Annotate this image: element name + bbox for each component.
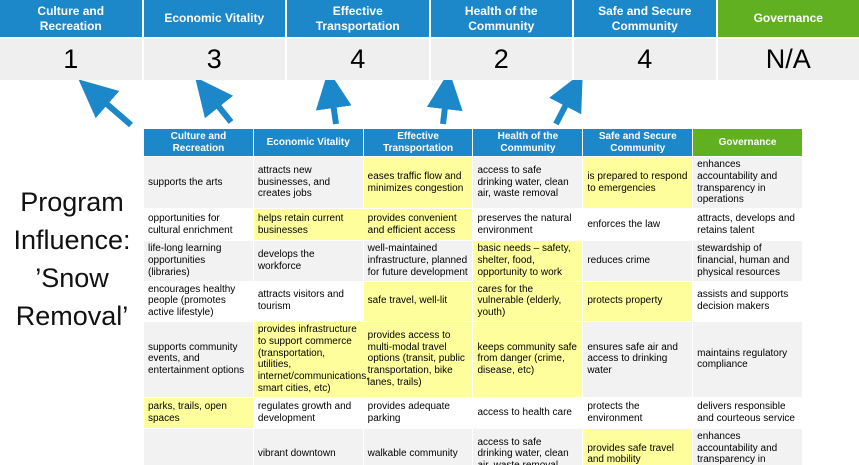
matrix-cell-r2-safe-and-secure-community: enforces the law	[582, 208, 694, 242]
matrix-cell-r6-safe-and-secure-community: protects the environment	[582, 396, 694, 429]
up-right-arrow-icon	[549, 80, 583, 126]
matrix-cell-r7-culture-and-recreation	[143, 427, 254, 465]
matrix-cell-r5-governance: maintains regulatory compliance	[692, 320, 803, 398]
matrix-cell-r3-governance: stewardship of financial, human and phys…	[692, 240, 803, 282]
matrix-row-1: supports the arts attracts new businesses…	[143, 155, 803, 210]
matrix-cell-r3-effective-transportation: well-maintained infrastructure, planned …	[362, 240, 474, 282]
program-influence-label: Program Influence: ’Snow Removal’	[13, 187, 131, 331]
matrix-cell-r6-effective-transportation: provides adequate parking	[362, 396, 474, 429]
scoreboard-header-row: Culture and Recreation Economic Vitality E…	[0, 0, 859, 37]
matrix-column-header-governance: Governance	[692, 128, 803, 157]
influence-matrix: Culture and Recreation Economic Vitality E…	[143, 128, 803, 465]
matrix-cell-r2-culture-and-recreation: opportunities for cultural enrichment	[143, 208, 254, 242]
matrix-cell-r4-effective-transportation: safe travel, well-lit	[362, 280, 474, 322]
matrix-cell-r1-health-of-the-community: access to safe drinking water, clean air…	[472, 155, 584, 210]
matrix-cell-r4-safe-and-secure-community: protects property	[582, 280, 694, 322]
matrix-cell-r4-health-of-the-community: cares for the vulnerable (elderly, youth…	[472, 280, 584, 322]
matrix-cell-r6-economic-vitality: regulates growth and development	[252, 396, 364, 429]
matrix-cell-r7-economic-vitality: vibrant downtown	[252, 427, 364, 465]
scoreboard-header-culture-and-recreation: Culture and Recreation	[0, 0, 144, 37]
up-arrow-icon	[426, 80, 463, 125]
matrix-cell-r4-economic-vitality: attracts visitors and tourism	[252, 280, 364, 322]
matrix-cell-r2-effective-transportation: provides convenient and efficient access	[362, 208, 474, 242]
matrix-cell-r7-governance: enhances accountability and transparency…	[692, 427, 803, 465]
scoreboard-header-safe-and-secure-community: Safe and Secure Community	[574, 0, 718, 37]
matrix-cell-r7-health-of-the-community: access to safe drinking water, clean air…	[472, 427, 584, 465]
scoreboard-header-health-of-the-community: Health of the Community	[430, 0, 574, 37]
matrix-cell-r6-health-of-the-community: access to health care	[472, 396, 584, 429]
matrix-cell-r2-economic-vitality: helps retain current businesses	[252, 208, 364, 242]
matrix-cell-r6-culture-and-recreation: parks, trails, open spaces	[143, 396, 254, 429]
matrix-row-2: opportunities for cultural enrichment hel…	[143, 208, 803, 242]
up-arrow-icon	[315, 80, 352, 125]
matrix-cell-r3-culture-and-recreation: life-long learning opportunities (librar…	[143, 240, 254, 282]
matrix-cell-r1-safe-and-secure-community: is prepared to respond to emergencies	[582, 155, 694, 210]
matrix-cell-r4-culture-and-recreation: encourages healthy people (promotes acti…	[143, 280, 254, 322]
matrix-cell-r1-governance: enhances accountability and transparency…	[692, 155, 803, 210]
matrix-row-7: vibrant downtown walkable community access…	[143, 427, 803, 465]
scoreboard-header-governance: Governance	[717, 0, 859, 37]
scoreboard-score-effective-transportation: 4	[287, 37, 431, 80]
matrix-row-3: life-long learning opportunities (librar…	[143, 240, 803, 282]
scoreboard-header-economic-vitality: Economic Vitality	[143, 0, 287, 37]
matrix-column-header-effective-transportation: Effective Transportation	[362, 128, 474, 157]
matrix-cell-r7-effective-transportation: walkable community	[362, 427, 474, 465]
scoreboard-score-row: 1 3 4 2 4 N/A	[0, 37, 859, 80]
matrix-cell-r5-safe-and-secure-community: ensures safe air and access to drinking …	[582, 320, 694, 398]
matrix-cell-r2-health-of-the-community: preserves the natural environment	[472, 208, 584, 242]
matrix-cell-r4-governance: assists and supports decision makers	[692, 280, 803, 322]
scoreboard-score-safe-and-secure-community: 4	[574, 37, 718, 80]
scoreboard-header-effective-transportation: Effective Transportation	[287, 0, 431, 37]
matrix-cell-r6-governance: delivers responsible and courteous servi…	[692, 396, 803, 429]
matrix-cell-r5-culture-and-recreation: supports community events, and entertain…	[143, 320, 254, 398]
scoreboard-score-governance: N/A	[717, 37, 859, 80]
matrix-cell-r2-governance: attracts, develops and retains talent	[692, 208, 803, 242]
matrix-row-5: supports community events, and entertain…	[143, 320, 803, 398]
matrix-row-6: parks, trails, open spaces regulates grow…	[143, 396, 803, 429]
matrix-cell-r5-health-of-the-community: keeps community safe from danger (crime,…	[472, 320, 584, 398]
matrix-cell-r1-economic-vitality: attracts new businesses, and creates job…	[252, 155, 364, 210]
matrix-cell-r3-safe-and-secure-community: reduces crime	[582, 240, 694, 282]
matrix-cell-r1-culture-and-recreation: supports the arts	[143, 155, 254, 210]
matrix-body: supports the arts attracts new businesses…	[143, 155, 803, 465]
scoreboard-score-culture-and-recreation: 1	[0, 37, 144, 80]
matrix-row-4: encourages healthy people (promotes acti…	[143, 280, 803, 322]
matrix-header-row: Culture and Recreation Economic Vitality E…	[143, 128, 803, 157]
scoreboard-score-health-of-the-community: 2	[430, 37, 574, 80]
matrix-column-header-safe-and-secure-community: Safe and Secure Community	[582, 128, 694, 157]
arrows-layer	[78, 80, 583, 128]
matrix-cell-r3-economic-vitality: develops the workforce	[252, 240, 364, 282]
scoreboard-score-economic-vitality: 3	[143, 37, 287, 80]
matrix-column-header-health-of-the-community: Health of the Community	[472, 128, 584, 157]
matrix-cell-r5-effective-transportation: provides access to multi-modal travel op…	[362, 320, 474, 398]
matrix-column-header-culture-and-recreation: Culture and Recreation	[143, 128, 254, 157]
matrix-cell-r7-safe-and-secure-community: provides safe travel and mobility	[582, 427, 694, 465]
matrix-column-header-economic-vitality: Economic Vitality	[252, 128, 364, 157]
matrix-cell-r3-health-of-the-community: basic needs – safety, shelter, food, opp…	[472, 240, 584, 282]
up-left-arrow-icon	[195, 80, 234, 124]
matrix-cell-r1-effective-transportation: eases traffic flow and minimizes congest…	[362, 155, 474, 210]
matrix-cell-r5-economic-vitality: provides infrastructure to support comme…	[252, 320, 369, 398]
up-left-arrow-icon	[78, 80, 133, 128]
